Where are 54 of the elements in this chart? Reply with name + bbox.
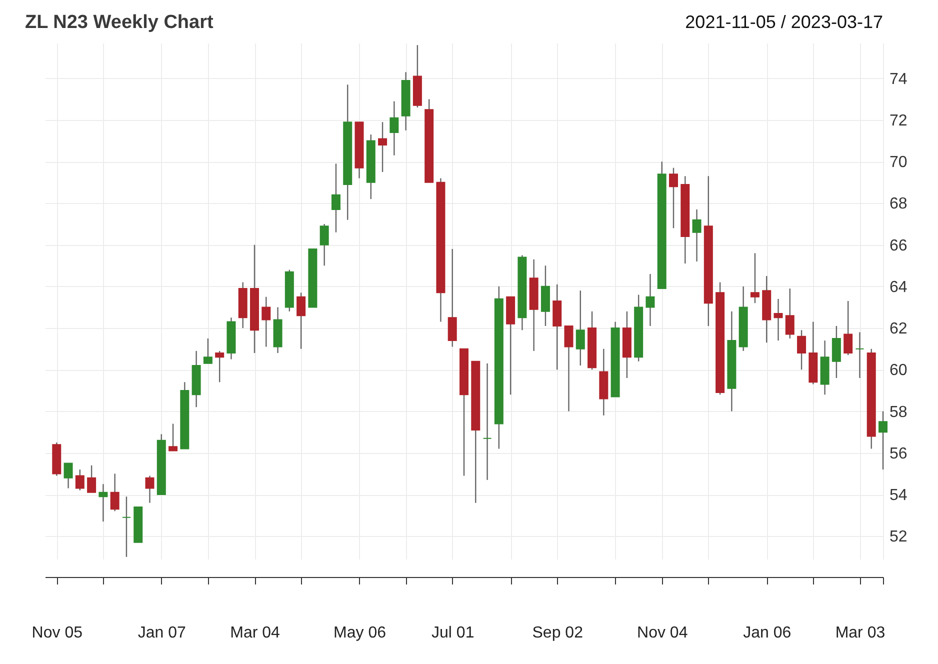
candlestick: [262, 296, 271, 348]
candlestick: [750, 252, 760, 304]
x-tick-label: Jan 07: [138, 624, 186, 642]
y-tick-label: 60: [890, 362, 908, 380]
candlestick: [646, 273, 655, 327]
y-tick-label: 52: [890, 528, 908, 546]
candlestick: [331, 163, 340, 233]
chart-subtitle: 2021-11-05 / 2023-03-17: [685, 12, 883, 32]
y-tick-label: 64: [890, 278, 908, 296]
candlestick: [669, 167, 678, 229]
x-tick-label: Jul 01: [432, 624, 474, 642]
candlestick: [320, 223, 329, 266]
candlestick: [168, 423, 178, 452]
x-tick-label: Sep 02: [532, 624, 584, 642]
y-tick-label: 66: [890, 237, 908, 254]
y-tick-label: 56: [890, 445, 908, 462]
x-tick-label: Nov 05: [32, 624, 83, 642]
candlestick: [110, 473, 120, 512]
candlestick: [448, 248, 457, 348]
candlestick: [122, 496, 131, 558]
candlestick: [145, 475, 154, 504]
candlestick: [564, 325, 574, 412]
y-tick-label: 72: [890, 112, 908, 130]
candlestick: [203, 338, 212, 364]
candlestick: [296, 292, 306, 350]
x-tick-label: Mar 03: [835, 624, 886, 642]
candlestick: [75, 468, 84, 491]
x-tick-label: Mar 04: [230, 624, 280, 642]
candlestick: [378, 121, 388, 173]
y-tick-label: 74: [890, 70, 908, 88]
y-tick-label: 62: [890, 320, 908, 338]
candlestick: [797, 330, 806, 370]
y-tick-label: 68: [890, 196, 908, 213]
candlestick: [64, 462, 73, 489]
candlestick: [482, 362, 492, 481]
candlestick: [576, 290, 585, 366]
x-tick-label: Nov 04: [637, 624, 688, 642]
candlestick: [87, 464, 96, 494]
candlestick: [774, 298, 783, 342]
y-tick-label: 54: [890, 487, 908, 504]
x-tick-label: May 06: [334, 624, 386, 642]
chart-title: ZL N23 Weekly Chart: [25, 12, 214, 33]
candlestick: [215, 350, 224, 383]
candlestick: [98, 483, 108, 522]
candlestick: [844, 300, 853, 356]
y-tick-label: 58: [890, 404, 908, 421]
candlestick: [692, 208, 702, 262]
candlestick: [878, 410, 888, 470]
candlestick: [832, 325, 841, 379]
candlestick: [785, 288, 794, 340]
x-tick-label: Jan 06: [743, 624, 792, 642]
y-tick-label: 70: [890, 154, 908, 172]
candlestick: [390, 100, 399, 156]
candlestick: [855, 332, 864, 379]
